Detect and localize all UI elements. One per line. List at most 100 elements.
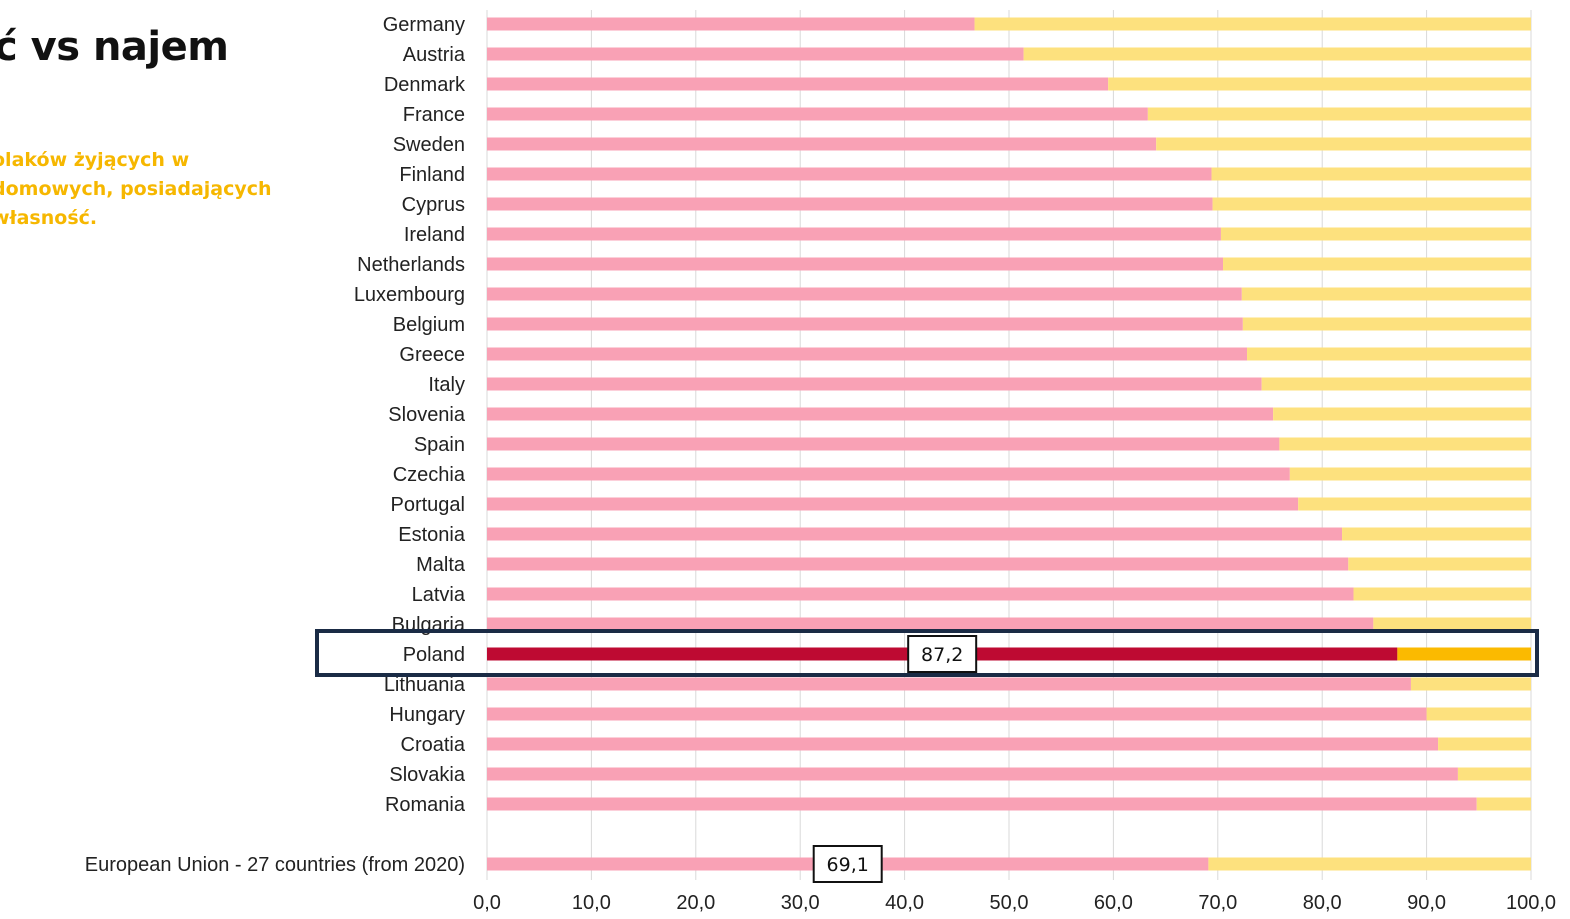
bar-rented: [1457, 767, 1531, 781]
highlight-frame-rect: [315, 629, 1539, 677]
category-label: Slovenia: [388, 404, 466, 426]
category-label: Slovakia: [389, 764, 465, 786]
bar-rented: [1438, 737, 1531, 751]
bar-rented: [1476, 797, 1531, 811]
bar-owned: [487, 797, 1477, 811]
x-tick-label: 30,0: [781, 892, 820, 914]
chart-subtitle: olaków żyjących w domowych, posiadającyc…: [0, 149, 272, 229]
bar-owned: [487, 197, 1213, 211]
bar-owned: [487, 47, 1024, 61]
bar-owned: [487, 317, 1243, 331]
data-label-box: [907, 635, 978, 673]
category-label: Luxembourg: [354, 284, 465, 306]
bar-owned: [487, 527, 1343, 541]
page-title: ć vs najem: [0, 24, 229, 70]
bar-rented: [1273, 407, 1531, 421]
x-tick-label: 80,0: [1303, 892, 1342, 914]
bar-rented: [1373, 617, 1531, 631]
category-label: Poland: [403, 644, 465, 666]
category-label: Belgium: [393, 314, 465, 336]
bar-owned: [487, 557, 1349, 571]
bar-owned: [487, 347, 1248, 361]
category-labels: Germany Austria Denmark France Sweden Finland…: [85, 14, 466, 876]
category-label: France: [403, 104, 465, 126]
bar-rented: [1156, 137, 1531, 151]
bar-rented: [1242, 317, 1531, 331]
bar-owned: [487, 107, 1148, 121]
bar-owned: [487, 737, 1439, 751]
bar-owned: [487, 227, 1221, 241]
bar-rented: [1220, 227, 1531, 241]
category-label: Cyprus: [402, 194, 465, 216]
data-label: 69,1: [827, 854, 869, 876]
category-label: Finland: [399, 164, 465, 186]
category-label: Croatia: [401, 734, 466, 756]
category-label: Malta: [416, 554, 466, 576]
bar-owned: [487, 707, 1427, 721]
bar-owned: [487, 767, 1458, 781]
bar-rented: [1023, 47, 1531, 61]
bar-rented: [1247, 347, 1531, 361]
data-label: 87,2: [921, 644, 963, 666]
x-tick-label: 100,0: [1506, 892, 1556, 914]
bar-owned: [487, 137, 1157, 151]
bar-owned: [487, 437, 1280, 451]
bar-rented: [1426, 707, 1531, 721]
x-tick-label: 90,0: [1407, 892, 1446, 914]
x-tick-label: 40,0: [885, 892, 924, 914]
bar-owned: [487, 497, 1299, 511]
bar-rented: [1261, 377, 1531, 391]
category-label: Latvia: [412, 584, 466, 606]
x-tick-label: 60,0: [1094, 892, 1133, 914]
category-label: Estonia: [398, 524, 466, 546]
bar-owned: [487, 377, 1262, 391]
category-label: Czechia: [393, 464, 466, 486]
bar-owned: [487, 587, 1354, 601]
category-label: Lithuania: [384, 674, 466, 696]
bar-rented: [1353, 587, 1531, 601]
bar-rented: [1289, 467, 1531, 481]
bar-owned: [487, 617, 1374, 631]
bar-rented: [974, 17, 1531, 31]
bar-owned: [487, 77, 1109, 91]
bar-rented: [1410, 677, 1531, 691]
bar-rented: [1212, 197, 1531, 211]
bar-rented: [1279, 437, 1531, 451]
x-tick-label: 10,0: [572, 892, 611, 914]
x-tick-label: 50,0: [990, 892, 1029, 914]
x-tick-label: 20,0: [676, 892, 715, 914]
category-label: Italy: [428, 374, 465, 396]
category-label: Netherlands: [357, 254, 465, 276]
category-label: Greece: [399, 344, 465, 366]
category-label: Denmark: [384, 74, 466, 96]
bar-rented: [1211, 167, 1531, 181]
data-labels: 87,2 69,1: [812, 635, 978, 883]
highlight-frame: [315, 629, 1539, 677]
bar-rented: [1298, 497, 1531, 511]
bar-owned: [487, 407, 1274, 421]
category-label: Austria: [403, 44, 466, 66]
category-label: European Union - 27 countries (from 2020…: [85, 854, 465, 876]
data-label-box: [812, 845, 883, 883]
bar-rented: [1108, 77, 1531, 91]
category-label: Portugal: [391, 494, 466, 516]
x-axis-ticks: 0,0 10,0 20,0 30,0 40,0 50,0 60,0 70,0 80,0 90,0 1…: [473, 892, 1556, 914]
bar-owned: [487, 287, 1242, 301]
bar-owned: [487, 257, 1224, 271]
bar-rented: [1147, 107, 1531, 121]
category-label: Germany: [383, 14, 465, 36]
category-label: Hungary: [389, 704, 465, 726]
bars: [487, 17, 1531, 871]
category-label: Spain: [414, 434, 465, 456]
bar-owned: [487, 677, 1411, 691]
category-label: Sweden: [393, 134, 465, 156]
bar-owned: [487, 467, 1290, 481]
bar-rented: [1348, 557, 1531, 571]
bar-rented: [1223, 257, 1531, 271]
bar-rented: [1208, 857, 1531, 871]
bar-rented: [1397, 647, 1531, 661]
x-tick-label: 0,0: [473, 892, 501, 914]
category-label: Romania: [385, 794, 466, 816]
x-tick-label: 70,0: [1198, 892, 1237, 914]
